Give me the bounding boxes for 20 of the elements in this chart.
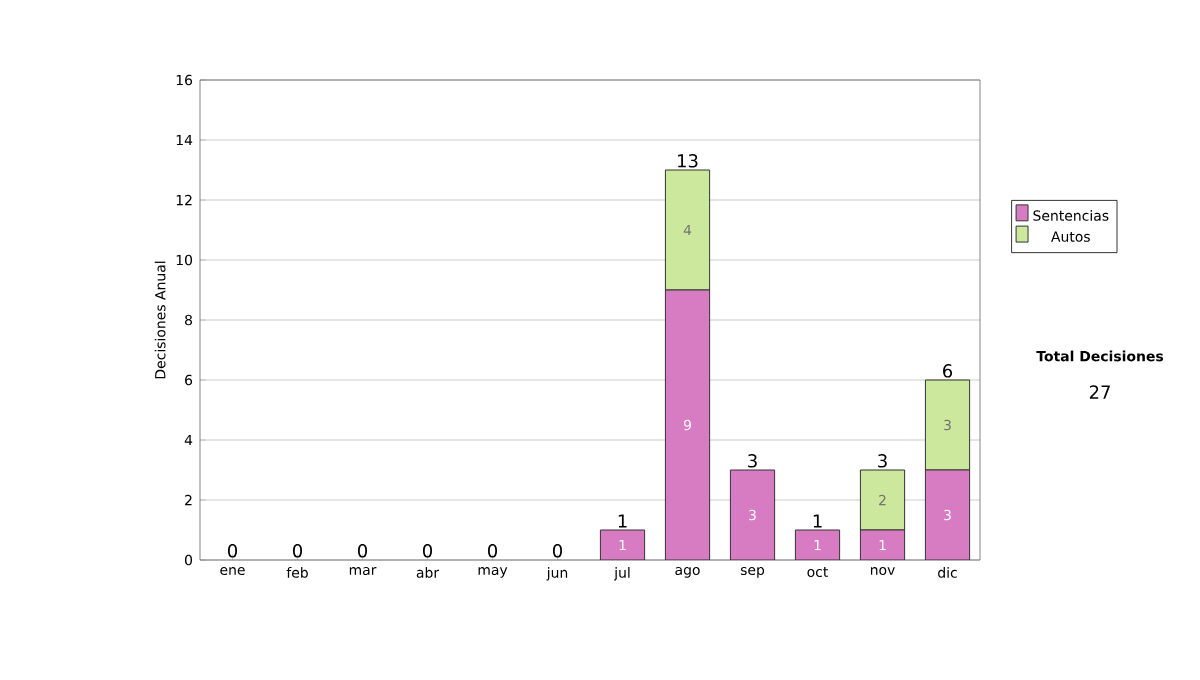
total-label: 0 [552,544,563,558]
total-label: 3 [878,454,887,468]
total-label: 0 [357,544,368,558]
total-label: 0 [422,544,433,558]
bar [859,529,906,560]
bar [729,469,776,560]
total-label: 13 [678,154,698,168]
total-label: 1 [618,514,627,528]
total-label: 3 [748,454,757,468]
total-label: 6 [943,364,953,378]
bar [924,469,971,560]
total-label: 0 [227,544,238,558]
total-label: 1 [813,514,822,528]
total-label: 0 [292,544,303,558]
bar [794,529,841,560]
bar [859,469,906,531]
bar [664,289,711,560]
text: 27 [1089,385,1110,399]
bar [599,529,646,560]
total-label: 0 [487,544,498,558]
